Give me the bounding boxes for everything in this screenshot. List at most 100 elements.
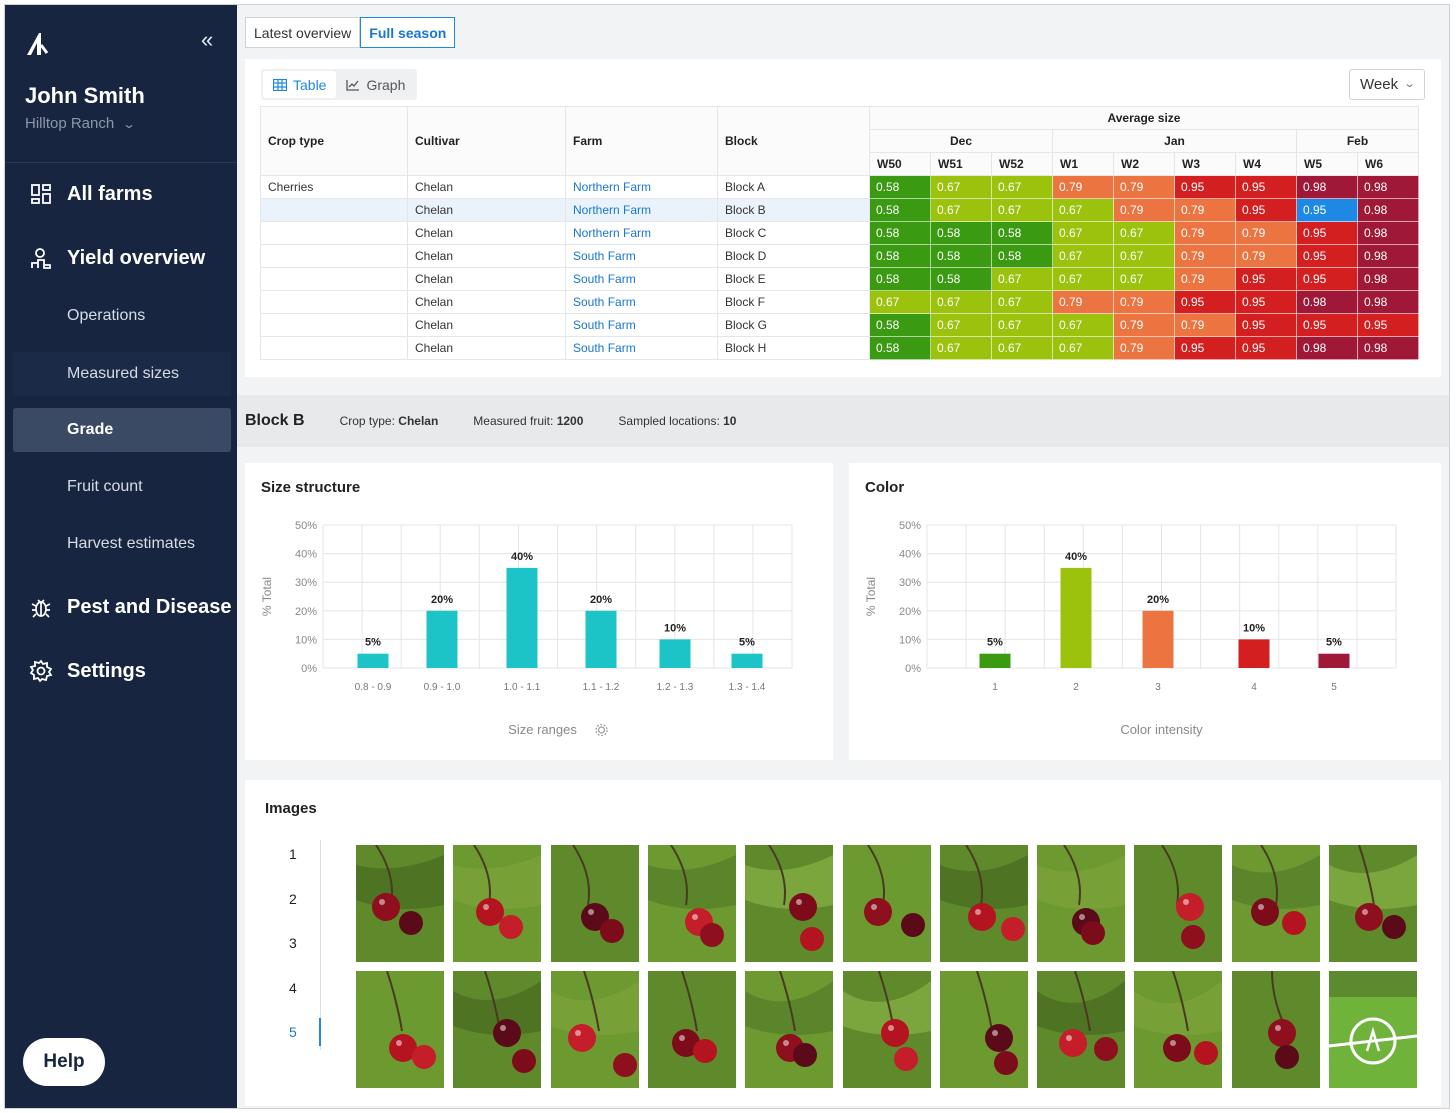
size-value-cell[interactable]: 0.95	[1235, 336, 1297, 360]
size-value-cell[interactable]: 0.67	[869, 290, 931, 314]
size-value-cell[interactable]: 0.58	[930, 267, 992, 291]
size-value-cell[interactable]: 0.58	[869, 244, 931, 268]
nav-yield-overview[interactable]: Yield overview	[5, 234, 237, 282]
cherry-photo-thumbnail[interactable]	[1134, 845, 1223, 962]
size-value-cell[interactable]: 0.98	[1357, 244, 1419, 268]
size-value-cell[interactable]: 0.95	[1296, 244, 1358, 268]
sub-nav-grade[interactable]: Grade	[13, 408, 231, 452]
size-value-cell[interactable]: 0.79	[1174, 198, 1236, 222]
cherry-photo-thumbnail[interactable]	[1231, 845, 1320, 962]
farm-link[interactable]: South Farm	[565, 244, 718, 268]
graph-view-button[interactable]: Graph	[336, 71, 415, 98]
size-value-cell[interactable]: 0.79	[1174, 221, 1236, 245]
col-header-farm[interactable]: Farm	[565, 106, 718, 176]
size-value-cell[interactable]: 0.95	[1174, 290, 1236, 314]
cherry-photo-thumbnail[interactable]	[647, 845, 736, 962]
table-row[interactable]: Cherries Chelan Northern Farm Block A 0.58 0.…	[260, 175, 1419, 199]
size-value-cell[interactable]: 0.79	[1174, 267, 1236, 291]
size-value-cell[interactable]: 0.58	[869, 313, 931, 337]
help-button[interactable]: Help	[23, 1038, 105, 1086]
ranch-selector[interactable]: Hilltop Ranch ⌄	[25, 115, 136, 132]
nav-pest-and-disease[interactable]: Pest and Disease	[5, 583, 237, 631]
farm-link[interactable]: South Farm	[565, 267, 718, 291]
size-value-cell[interactable]: 0.67	[991, 336, 1053, 360]
table-row[interactable]: Chelan South Farm Block H 0.58 0.67 0.67 0.67 0…	[260, 336, 1419, 360]
size-value-cell[interactable]: 0.67	[991, 290, 1053, 314]
week-header[interactable]: W50	[869, 152, 931, 176]
table-row[interactable]: Chelan South Farm Block D 0.58 0.58 0.58 0.67 0…	[260, 244, 1419, 268]
week-header[interactable]: W2	[1113, 152, 1175, 176]
cherry-photo-thumbnail[interactable]	[1037, 971, 1126, 1088]
week-header[interactable]: W3	[1174, 152, 1236, 176]
nav-settings[interactable]: Settings	[5, 647, 237, 695]
cherry-photo-thumbnail[interactable]	[745, 845, 834, 962]
size-value-cell[interactable]: 0.95	[1235, 313, 1297, 337]
size-value-cell[interactable]: 0.67	[1113, 267, 1175, 291]
image-row-4[interactable]: 4	[289, 979, 297, 996]
cherry-photo-thumbnail[interactable]	[1037, 845, 1126, 962]
size-value-cell[interactable]: 0.95	[1174, 175, 1236, 199]
week-header[interactable]: W4	[1235, 152, 1297, 176]
cherry-photo-thumbnail[interactable]	[550, 845, 639, 962]
farm-link[interactable]: South Farm	[565, 313, 718, 337]
size-value-cell[interactable]: 0.79	[1052, 290, 1114, 314]
size-value-cell[interactable]: 0.67	[930, 336, 992, 360]
size-value-cell[interactable]: 0.95	[1357, 313, 1419, 337]
size-value-cell[interactable]: 0.98	[1357, 267, 1419, 291]
farm-link[interactable]: Northern Farm	[565, 175, 718, 199]
size-value-cell[interactable]: 0.98	[1357, 290, 1419, 314]
sub-nav-operations[interactable]: Operations	[67, 307, 146, 324]
size-value-cell[interactable]: 0.95	[1235, 175, 1297, 199]
size-value-cell[interactable]: 0.67	[991, 175, 1053, 199]
size-value-cell[interactable]: 0.95	[1296, 221, 1358, 245]
cherry-photo-thumbnail[interactable]	[1329, 845, 1417, 962]
size-value-cell[interactable]: 0.67	[991, 267, 1053, 291]
size-value-cell[interactable]: 0.67	[1052, 313, 1114, 337]
table-row[interactable]: Chelan South Farm Block G 0.58 0.67 0.67 0.67 0…	[260, 313, 1419, 337]
size-value-cell[interactable]: 0.98	[1296, 336, 1358, 360]
size-value-cell[interactable]: 0.67	[930, 290, 992, 314]
size-value-cell[interactable]: 0.67	[1052, 221, 1114, 245]
size-value-cell[interactable]: 0.95	[1296, 313, 1358, 337]
size-value-cell[interactable]: 0.67	[1052, 267, 1114, 291]
sub-nav-fruit-count[interactable]: Fruit count	[67, 478, 143, 495]
farm-link[interactable]: South Farm	[565, 336, 718, 360]
cherry-photo-thumbnail[interactable]	[453, 971, 542, 1088]
cherry-photo-thumbnail[interactable]	[356, 971, 444, 1088]
size-value-cell[interactable]: 0.58	[991, 244, 1053, 268]
table-row[interactable]: Chelan Northern Farm Block C 0.58 0.58 0.58 0.…	[260, 221, 1419, 245]
cherry-photo-thumbnail[interactable]	[939, 971, 1028, 1088]
size-value-cell[interactable]: 0.98	[1357, 198, 1419, 222]
size-value-cell[interactable]: 0.58	[869, 175, 931, 199]
size-value-cell[interactable]: 0.95	[1296, 267, 1358, 291]
sub-nav-harvest-estimates[interactable]: Harvest estimates	[67, 535, 196, 552]
cherry-photo-thumbnail[interactable]	[842, 971, 931, 1088]
farm-link[interactable]: Northern Farm	[565, 198, 718, 222]
size-value-cell[interactable]: 0.67	[1113, 221, 1175, 245]
size-value-cell[interactable]: 0.79	[1113, 175, 1175, 199]
col-header-crop-type[interactable]: Crop type	[260, 106, 408, 176]
cherry-photo-thumbnail[interactable]	[939, 845, 1028, 962]
row-scroll-indicator[interactable]	[319, 1018, 321, 1046]
size-value-cell[interactable]: 0.95	[1174, 336, 1236, 360]
week-header[interactable]: W5	[1296, 152, 1358, 176]
period-select[interactable]: Week ⌄	[1349, 69, 1425, 100]
tab-latest-overview[interactable]: Latest overview	[245, 17, 361, 48]
week-header[interactable]: W1	[1052, 152, 1114, 176]
tab-full-season[interactable]: Full season	[360, 17, 456, 48]
cherry-photo-thumbnail[interactable]	[1231, 971, 1320, 1088]
table-row[interactable]: Chelan Northern Farm Block B 0.58 0.67 0.67 0.…	[260, 198, 1419, 222]
size-value-cell[interactable]: 0.67	[991, 198, 1053, 222]
size-value-cell[interactable]: 0.67	[1052, 198, 1114, 222]
week-header[interactable]: W52	[991, 152, 1053, 176]
cherry-photo-thumbnail[interactable]	[356, 845, 444, 962]
size-value-cell[interactable]: 0.79	[1174, 313, 1236, 337]
size-value-cell[interactable]: 0.58	[869, 198, 931, 222]
size-value-cell[interactable]: 0.67	[930, 313, 992, 337]
size-value-cell[interactable]: 0.95	[1235, 290, 1297, 314]
size-value-cell[interactable]: 0.58	[991, 221, 1053, 245]
size-value-cell[interactable]: 0.98	[1296, 175, 1358, 199]
size-value-cell[interactable]: 0.79	[1052, 175, 1114, 199]
size-value-cell[interactable]: 0.98	[1357, 221, 1419, 245]
image-row-3[interactable]: 3	[289, 935, 297, 951]
